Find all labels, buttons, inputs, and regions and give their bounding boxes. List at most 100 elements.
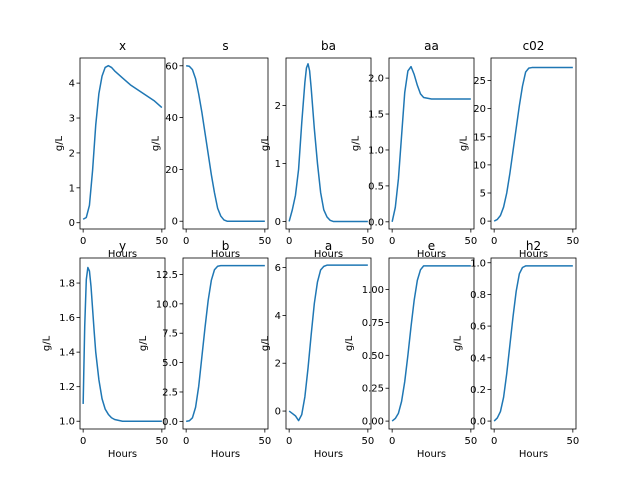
y-tick-label: 6 <box>275 263 281 274</box>
y-tick-label: 10.0 <box>156 299 178 310</box>
x-tick-label: 50 <box>361 236 374 247</box>
x-tick-label: 0 <box>80 436 86 447</box>
x-tick-label: 0 <box>389 436 395 447</box>
subplot-title: aa <box>424 39 439 53</box>
y-tick-label: 5 <box>480 189 486 200</box>
y-axis-label: g/L <box>260 335 271 351</box>
y-tick-label: 0.00 <box>362 417 384 428</box>
x-axis-label: Hours <box>108 249 137 260</box>
x-tick-label: 50 <box>464 236 477 247</box>
x-tick-label: 0 <box>389 236 395 247</box>
y-axis-label: g/L <box>344 335 355 351</box>
x-tick-label: 50 <box>566 236 579 247</box>
y-tick-label: 25 <box>473 76 486 87</box>
x-tick-label: 50 <box>566 436 579 447</box>
y-tick-label: 15 <box>473 132 486 143</box>
y-tick-label: 5.0 <box>162 358 178 369</box>
y-tick-label: 0.2 <box>470 385 486 396</box>
y-tick-label: 20 <box>165 165 178 176</box>
x-tick-label: 50 <box>258 436 271 447</box>
x-tick-label: 50 <box>258 236 271 247</box>
x-axis-label: Hours <box>211 449 240 460</box>
y-tick-label: 0.8 <box>470 290 486 301</box>
x-axis-label: Hours <box>519 249 548 260</box>
axes-frame <box>490 57 577 230</box>
y-tick-label: 0 <box>480 217 486 228</box>
y-tick-label: 7.5 <box>162 329 178 340</box>
y-axis-label: g/L <box>138 335 149 351</box>
subplot-title: s <box>222 39 228 53</box>
axes-frame <box>79 257 166 430</box>
y-tick-label: 1.0 <box>368 145 384 156</box>
x-axis-label: Hours <box>519 449 548 460</box>
x-axis-label: Hours <box>211 249 240 260</box>
y-tick-label: 40 <box>165 113 178 124</box>
subplot-title: h2 <box>526 239 541 253</box>
series-line-aa <box>391 65 471 222</box>
y-tick-label: 12.5 <box>156 270 178 281</box>
y-axis-label: g/L <box>54 135 65 151</box>
y-tick-label: 60 <box>165 61 178 72</box>
axes-frame <box>182 257 269 430</box>
subplot-title: ba <box>321 39 336 53</box>
y-tick-label: 4 <box>275 311 281 322</box>
axes-frame <box>182 57 269 230</box>
subplot-ba: 0 50 0 1 2 ba Hours g/L <box>260 39 374 260</box>
x-tick-label: 50 <box>155 436 168 447</box>
subplot-title: e <box>428 239 435 253</box>
y-tick-label: 0 <box>275 217 281 228</box>
y-tick-label: 10 <box>473 160 486 171</box>
series-line-e <box>391 265 471 422</box>
y-axis-label: g/L <box>151 135 162 151</box>
y-tick-label: 1 <box>69 183 75 194</box>
axes-frame <box>79 57 166 230</box>
subplot-s: 0 50 0 20 40 60 s Hours g/L <box>151 39 272 260</box>
x-tick-label: 50 <box>361 436 374 447</box>
y-tick-label: 0 <box>172 217 178 228</box>
y-tick-label: 1.0 <box>59 417 75 428</box>
y-tick-label: 4 <box>69 79 75 90</box>
series-line-h2 <box>493 265 573 422</box>
x-axis-label: Hours <box>108 449 137 460</box>
x-tick-label: 0 <box>183 236 189 247</box>
series-line-s <box>186 65 265 222</box>
y-tick-label: 1.00 <box>362 285 384 296</box>
y-tick-label: 2 <box>275 101 281 112</box>
y-tick-label: 1.6 <box>59 313 75 324</box>
x-axis-label: Hours <box>417 249 446 260</box>
series-line-y <box>82 266 162 422</box>
subplot-title: a <box>325 239 332 253</box>
y-tick-label: 0.6 <box>470 322 486 333</box>
y-tick-label: 1.4 <box>59 348 75 359</box>
subplot-aa: 0 50 0.0 0.5 1.0 1.5 2.0 aa Hours g/L <box>350 39 477 260</box>
x-tick-label: 0 <box>286 436 292 447</box>
y-tick-label: 1.2 <box>59 382 75 393</box>
series-line-b <box>186 264 265 423</box>
x-tick-label: 50 <box>155 236 168 247</box>
axes-frame <box>490 257 577 430</box>
y-tick-label: 1.0 <box>470 258 486 269</box>
series-line-x <box>82 64 163 220</box>
subplot-title: y <box>119 239 126 253</box>
y-axis-label: g/L <box>350 135 361 151</box>
x-tick-label: 0 <box>491 436 497 447</box>
subplot-title: b <box>222 239 230 253</box>
y-tick-label: 2.0 <box>368 74 384 85</box>
y-tick-label: 20 <box>473 104 486 115</box>
series-line-c02 <box>493 66 573 222</box>
y-tick-label: 0.25 <box>362 384 384 395</box>
subplot-title: x <box>119 39 126 53</box>
x-tick-label: 50 <box>464 436 477 447</box>
x-tick-label: 0 <box>80 236 86 247</box>
y-tick-label: 1.5 <box>368 110 384 121</box>
y-tick-label: 2 <box>69 148 75 159</box>
y-axis-label: g/L <box>41 335 52 351</box>
x-axis-label: Hours <box>417 449 446 460</box>
subplot-title: c02 <box>523 39 545 53</box>
y-tick-label: 1 <box>275 159 281 170</box>
axes-frame <box>285 257 372 430</box>
